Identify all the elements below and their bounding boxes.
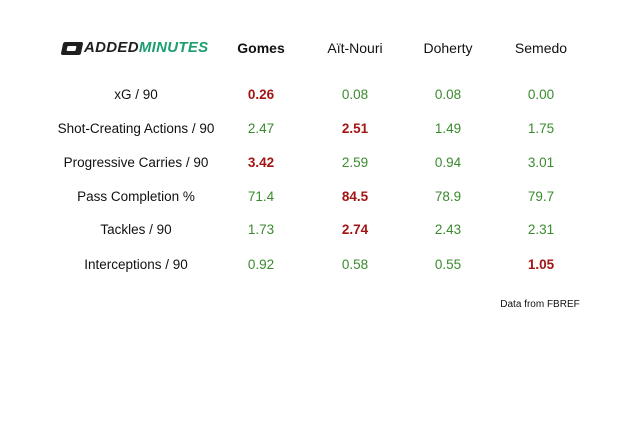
- value-sca-gomes: 2.47: [247, 121, 275, 136]
- value-carries-doherty: 0.94: [434, 155, 462, 170]
- value-xg-ait-nouri: 0.08: [341, 87, 369, 102]
- added-minutes-logo: ADDEDMINUTES: [60, 40, 208, 56]
- value-pass-doherty: 78.9: [434, 189, 462, 204]
- metric-label-pass-completion: Pass Completion %: [77, 189, 195, 204]
- value-tackles-semedo: 2.31: [527, 222, 555, 237]
- player-header-doherty: Doherty: [423, 40, 473, 56]
- logo-text-added: ADDED: [84, 39, 139, 56]
- value-carries-gomes: 3.42: [247, 155, 275, 170]
- logo-wordmark: ADDEDMINUTES: [84, 40, 208, 56]
- value-carries-ait-nouri: 2.59: [341, 155, 369, 170]
- logo-badge-icon: [60, 41, 84, 55]
- player-header-gomes: Gomes: [237, 40, 285, 56]
- value-interceptions-semedo: 1.05: [527, 257, 555, 272]
- value-tackles-ait-nouri: 2.74: [341, 222, 369, 237]
- value-xg-gomes: 0.26: [247, 87, 275, 102]
- metric-label-tackles: Tackles / 90: [100, 222, 172, 237]
- metric-label-xg: xG / 90: [114, 87, 158, 102]
- value-sca-ait-nouri: 2.51: [341, 121, 369, 136]
- value-tackles-gomes: 1.73: [247, 222, 275, 237]
- player-header-semedo: Semedo: [514, 40, 568, 56]
- value-xg-semedo: 0.00: [527, 87, 555, 102]
- metric-label-sca: Shot-Creating Actions / 90: [57, 121, 215, 136]
- value-xg-doherty: 0.08: [434, 87, 462, 102]
- value-interceptions-doherty: 0.55: [434, 257, 462, 272]
- value-tackles-doherty: 2.43: [434, 222, 462, 237]
- metric-label-interceptions: Interceptions / 90: [84, 257, 188, 272]
- metric-label-progressive-carries: Progressive Carries / 90: [63, 155, 209, 170]
- value-pass-ait-nouri: 84.5: [341, 189, 369, 204]
- value-pass-gomes: 71.4: [247, 189, 275, 204]
- value-interceptions-gomes: 0.92: [247, 257, 275, 272]
- logo-text-minutes: MINUTES: [138, 39, 209, 56]
- value-sca-doherty: 1.49: [434, 121, 462, 136]
- value-interceptions-ait-nouri: 0.58: [341, 257, 369, 272]
- data-source-note: Data from FBREF: [500, 299, 580, 310]
- player-header-ait-nouri: Aït-Nouri: [327, 40, 383, 56]
- value-pass-semedo: 79.7: [527, 189, 555, 204]
- value-carries-semedo: 3.01: [527, 155, 555, 170]
- value-sca-semedo: 1.75: [527, 121, 555, 136]
